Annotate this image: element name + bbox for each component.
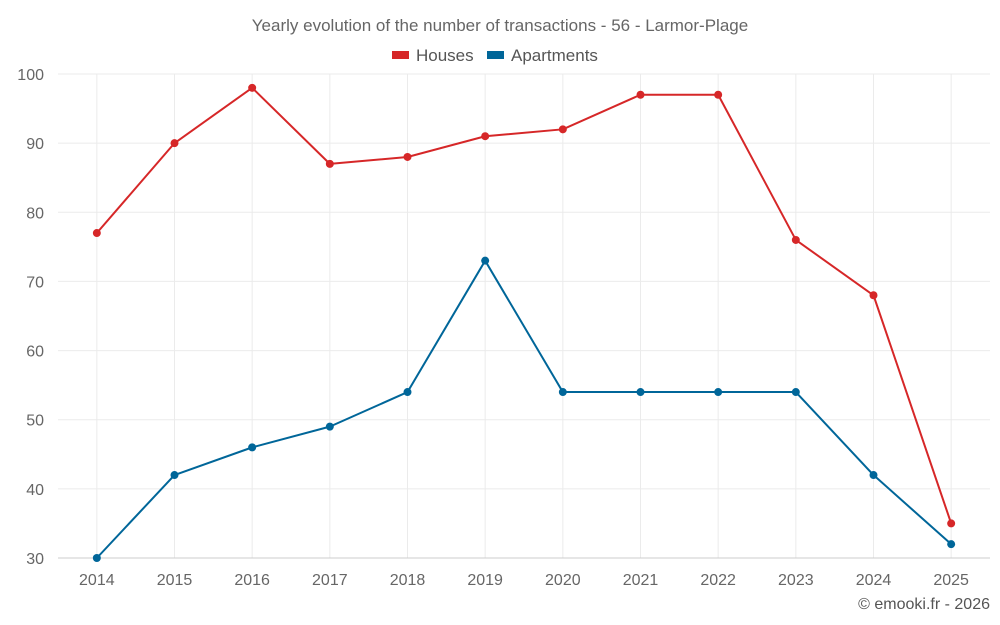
y-axis: 30 40 50 60 70 80 90 100	[17, 67, 44, 568]
x-tick-label: 2019	[467, 572, 503, 589]
y-tick-label: 70	[26, 274, 44, 291]
data-point-apartments-2014[interactable]	[92, 554, 101, 562]
x-tick-label: 2016	[234, 572, 270, 589]
data-point-houses-2022[interactable]	[714, 90, 723, 99]
x-tick-label: 2018	[390, 572, 426, 589]
data-point-houses-2014[interactable]	[92, 229, 101, 238]
legend-label-apartments: Apartments	[511, 46, 598, 65]
legend-item-houses[interactable]: Houses	[392, 46, 474, 65]
x-tick-label: 2023	[778, 572, 814, 589]
x-tick-label: 2015	[157, 572, 193, 589]
data-point-apartments-2017[interactable]	[325, 422, 334, 431]
x-tick-label: 2022	[700, 572, 736, 589]
data-point-apartments-2018[interactable]	[403, 388, 412, 397]
x-tick-label: 2014	[79, 572, 115, 589]
data-point-houses-2025[interactable]	[947, 519, 956, 528]
legend-swatch-houses	[392, 51, 409, 59]
legend: Houses Apartments	[392, 46, 598, 65]
data-point-houses-2016[interactable]	[248, 83, 257, 92]
data-point-apartments-2024[interactable]	[869, 471, 878, 480]
y-tick-label: 30	[26, 551, 44, 568]
y-tick-label: 40	[26, 482, 44, 499]
x-tick-label: 2025	[933, 572, 969, 589]
data-point-houses-2021[interactable]	[636, 90, 645, 99]
data-point-apartments-2025[interactable]	[947, 540, 956, 549]
chart-title: Yearly evolution of the number of transa…	[252, 16, 748, 35]
y-tick-label: 50	[26, 413, 44, 430]
data-point-apartments-2021[interactable]	[636, 388, 645, 397]
x-axis: 2014 2015 2016 2017 2018 2019 2020 2021 2022 2023…	[58, 557, 990, 589]
data-point-houses-2024[interactable]	[869, 291, 878, 300]
legend-swatch-apartments	[487, 51, 504, 59]
y-tick-label: 80	[26, 205, 44, 222]
data-point-apartments-2022[interactable]	[714, 388, 723, 397]
legend-item-apartments[interactable]: Apartments	[487, 46, 598, 65]
plot-area	[92, 83, 956, 562]
data-point-houses-2017[interactable]	[325, 159, 334, 168]
series-line-houses	[96, 86, 953, 524]
x-tick-label: 2021	[623, 572, 659, 589]
data-point-apartments-2015[interactable]	[170, 471, 179, 480]
credit-text: © emooki.fr - 2026	[858, 596, 990, 613]
data-point-apartments-2016[interactable]	[248, 443, 257, 452]
data-point-houses-2018[interactable]	[403, 152, 412, 161]
y-tick-label: 90	[26, 136, 44, 153]
y-tick-label: 100	[17, 67, 44, 84]
y-tick-label: 60	[26, 344, 44, 361]
data-point-apartments-2023[interactable]	[791, 388, 800, 397]
x-tick-label: 2024	[856, 572, 892, 589]
data-point-houses-2019[interactable]	[481, 132, 490, 141]
data-point-houses-2015[interactable]	[170, 139, 179, 148]
x-tick-label: 2020	[545, 572, 581, 589]
data-point-apartments-2020[interactable]	[558, 388, 567, 397]
series-line-apartments	[96, 259, 952, 559]
gridlines	[58, 73, 990, 558]
data-point-houses-2023[interactable]	[791, 235, 800, 244]
legend-label-houses: Houses	[416, 46, 474, 65]
data-point-apartments-2019[interactable]	[481, 256, 490, 265]
x-tick-label: 2017	[312, 572, 348, 589]
data-point-houses-2020[interactable]	[558, 125, 567, 134]
